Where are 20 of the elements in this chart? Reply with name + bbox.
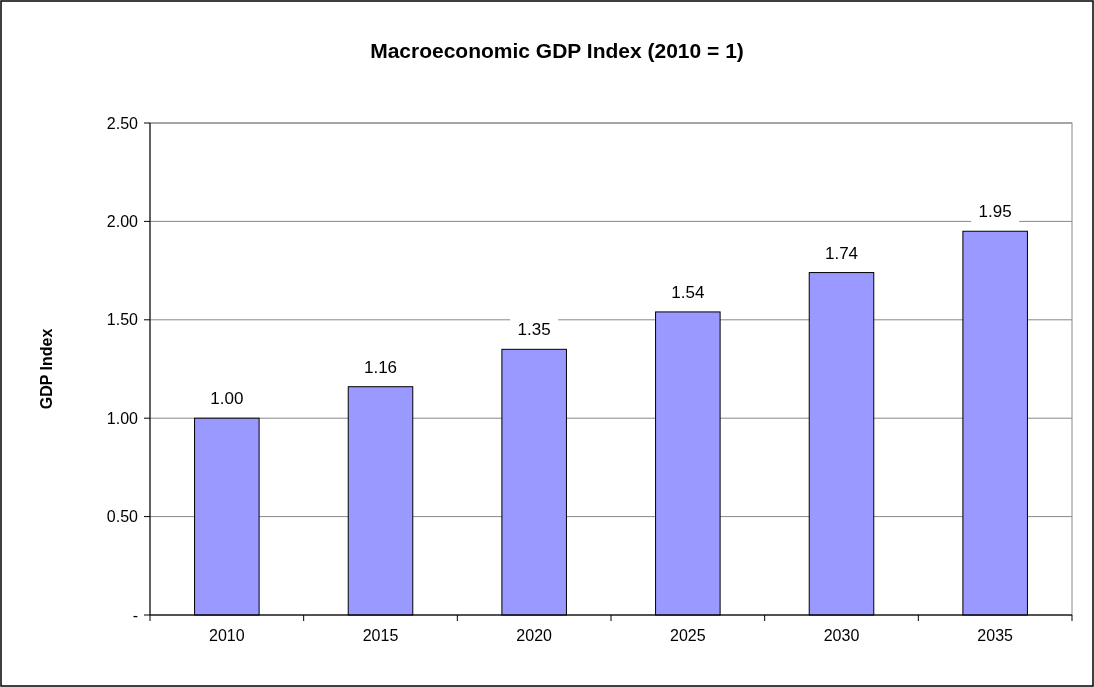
data-label: 1.74 — [824, 243, 859, 263]
data-label: 1.16 — [363, 357, 398, 377]
y-tick-label: 0.50 — [106, 508, 139, 526]
data-label: 1.00 — [210, 389, 244, 409]
y-axis-title: GDP Index — [38, 328, 55, 410]
y-tick-label: 1.50 — [106, 311, 139, 329]
x-tick-label: 2030 — [823, 627, 860, 644]
y-tick-label: 2.00 — [106, 213, 139, 230]
chart-title: Macroeconomic GDP Index (2010 = 1) — [370, 39, 744, 62]
data-label: 1.54 — [671, 282, 705, 302]
x-tick-label: 2010 — [209, 627, 245, 644]
x-tick-label: 2025 — [670, 627, 706, 644]
data-label: 1.95 — [978, 202, 1012, 222]
x-tick-label: 2020 — [516, 627, 553, 644]
y-tick-label: 2.50 — [106, 114, 139, 132]
y-tick-label: 1.00 — [106, 409, 139, 427]
data-label: 1.35 — [517, 320, 551, 340]
x-tick-label: 2015 — [362, 627, 399, 644]
x-tick-label: 2035 — [977, 627, 1014, 644]
y-tick-label: - — [132, 606, 138, 624]
